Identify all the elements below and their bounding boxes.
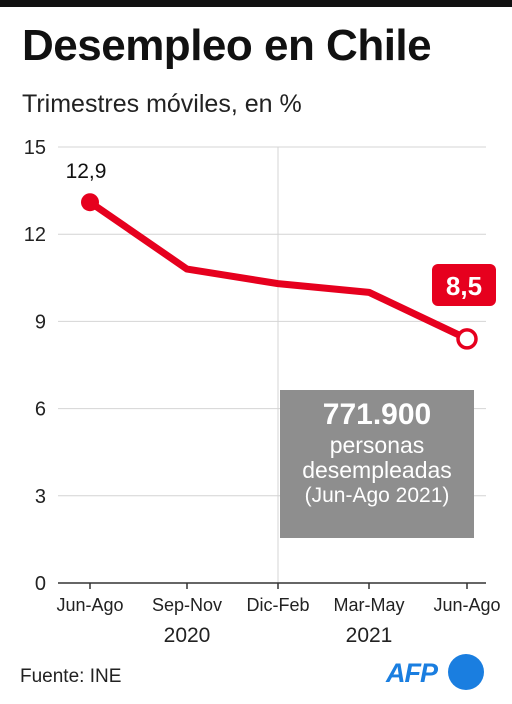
- data-label-start: 12,9: [66, 160, 107, 183]
- data-label-end: 8,5: [446, 271, 482, 301]
- afp-logo: AFP: [386, 654, 500, 694]
- series-line: [86, 198, 471, 343]
- x-tick-label: Dic-Feb: [246, 595, 309, 615]
- top-bar: [0, 0, 512, 7]
- data-point-start: [81, 193, 99, 212]
- data-point-end: [456, 328, 478, 350]
- annotation-number: 771.900: [322, 398, 432, 431]
- y-tick-label: 3: [35, 486, 46, 508]
- chart-subtitle: Trimestres móviles, en %: [22, 90, 302, 118]
- y-tick-label: 0: [35, 573, 46, 595]
- y-tick-label: 15: [24, 137, 46, 159]
- year-label: 2021: [346, 624, 393, 647]
- year-label: 2020: [164, 624, 211, 647]
- annotation-line-1: personas: [329, 431, 425, 458]
- chart-title: Desempleo en Chile: [22, 21, 432, 70]
- annotation-line-3: (Jun-Ago 2021): [304, 484, 450, 507]
- y-tick-label: 6: [35, 399, 46, 421]
- unemployed-annotation-box: 771.900 personas desempleadas (Jun-Ago 2…: [280, 390, 474, 538]
- y-tick-label: 9: [35, 311, 46, 333]
- source-note: Fuente: INE: [20, 666, 122, 687]
- x-tick-label: Sep-Nov: [152, 595, 222, 615]
- afp-logo-dot: [448, 654, 484, 690]
- y-tick-label: 12: [24, 224, 46, 246]
- x-tick-label: Jun-Ago: [56, 595, 123, 615]
- x-tick-label: Mar-May: [334, 595, 405, 615]
- data-label-end-badge: [432, 264, 496, 306]
- x-tick-label: Jun-Ago: [433, 595, 500, 615]
- annotation-line-2: desempleadas: [302, 457, 452, 484]
- afp-logo-text: AFP: [386, 658, 438, 688]
